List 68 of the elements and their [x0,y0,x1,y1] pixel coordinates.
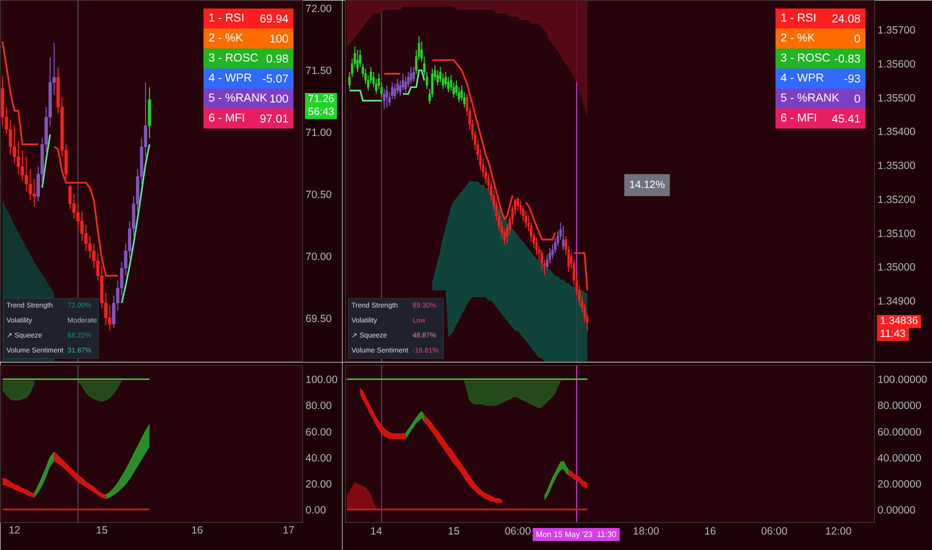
category-label: 4 - WPR [208,72,252,84]
y-tick-label: 1.34900 [878,296,916,308]
text: 1.34836 [877,315,921,328]
category-label: 1 - RSI [208,12,244,24]
y-tick-label: 20.00000 [878,478,922,490]
y-tick-label: 70.00 [306,250,332,263]
text: 11:43 [877,328,908,342]
y-tick-label: 0.00000 [878,504,916,516]
category-label: 1 - RSI [780,12,816,24]
category-label: 6 - MFI [208,112,245,124]
y-tick-label: 100.00000 [878,374,928,386]
text: 56:43 [305,106,338,119]
y-tick-label: 1.35200 [878,194,916,206]
category-label: 5 - %RANK [208,92,268,104]
y-tick-label: 1.35000 [878,262,916,274]
y-tick-label: 1.35700 [878,24,916,37]
category-label: 6 - MFI [780,112,817,124]
y-tick-label: 71.50 [306,64,332,77]
y-tick-label: 40.00 [306,452,332,464]
data-label: -5.07 [262,74,289,86]
text: 71.26 [305,92,338,106]
y-tick-label: 71.00 [306,126,332,139]
data-label: 0 [854,34,861,46]
data-label: -0.83 [834,54,861,66]
y-tick-label: 80.00000 [878,400,922,412]
y-tick-label: 60.00 [306,426,332,438]
data-label: -93 [844,74,861,86]
category-label: 3 - ROSC [780,52,830,64]
y-tick-label: 100.00 [306,374,338,386]
x-tick-label: 15 [448,526,460,538]
y-tick-label: 1.35500 [878,92,916,104]
x-tick-label: Mon 15 May '23 11:30 [532,528,620,541]
category-label: 2 - %K [780,32,816,44]
data-label: 100 [269,94,288,106]
x-tick-label: 18:00 [632,526,660,538]
category-label: 4 - WPR [780,72,824,84]
x-tick-label: 16 [191,524,204,536]
data-label: 69.94 [260,14,290,26]
data-label: 45.41 [832,114,861,126]
x-tick-label: 12 [8,524,20,536]
data-label: 0 [854,94,861,106]
y-tick-label: 69.50 [306,312,332,325]
x-tick-label: 14 [370,526,382,538]
annotation: 14.12% [629,179,665,192]
x-tick-label: 15 [96,524,108,536]
y-tick-label: 72.00 [306,2,332,15]
y-tick-label: 40.00000 [878,452,922,464]
category-label: 5 - %RANK [780,92,840,104]
data-label: 0.98 [266,54,289,66]
data-label: 24.08 [832,14,861,26]
y-tick-label: 60.00000 [878,426,922,438]
y-tick-label: 1.35300 [878,160,916,172]
category-label: 3 - ROSC [208,52,258,64]
data-label: 100 [269,34,288,46]
y-tick-label: 1.35100 [878,228,916,240]
y-tick-label: 1.35600 [878,58,916,70]
x-tick-label: 06:00 [504,526,532,538]
y-tick-label: 80.00 [306,400,332,412]
x-tick-label: 16 [704,526,716,538]
y-tick-label: 70.50 [306,188,332,201]
category-label: 2 - %K [208,32,244,44]
y-tick-label: 20.00 [306,478,332,490]
y-tick-label: 1.35400 [878,126,916,138]
x-tick-label: 17 [282,524,295,536]
data-label: 97.01 [260,114,289,126]
x-tick-label: 06:00 [761,526,788,538]
y-tick-label: 0.00 [306,504,326,516]
x-tick-label: 12:00 [825,526,852,538]
